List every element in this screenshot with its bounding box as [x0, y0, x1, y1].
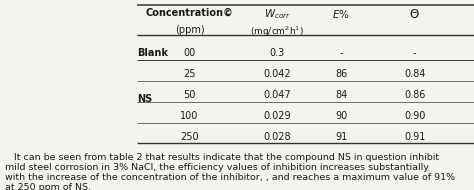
Text: Concentration©: Concentration©: [146, 8, 234, 18]
Text: 0.029: 0.029: [264, 111, 291, 121]
Text: 0.3: 0.3: [270, 48, 285, 59]
Text: 250: 250: [180, 132, 199, 142]
Text: 25: 25: [183, 69, 196, 79]
Text: $\mathit{W}_{corr}$: $\mathit{W}_{corr}$: [264, 8, 291, 21]
Text: NS: NS: [137, 94, 153, 104]
Text: 90: 90: [335, 111, 347, 121]
Text: 50: 50: [183, 90, 196, 100]
Text: 100: 100: [181, 111, 199, 121]
Text: 0.91: 0.91: [404, 132, 426, 142]
Text: 00: 00: [183, 48, 196, 59]
Text: 86: 86: [335, 69, 347, 79]
Text: 0.90: 0.90: [404, 111, 426, 121]
Text: 0.84: 0.84: [404, 69, 426, 79]
Text: 0.047: 0.047: [264, 90, 291, 100]
Text: -: -: [413, 48, 417, 59]
Text: 91: 91: [335, 132, 347, 142]
Text: 84: 84: [335, 90, 347, 100]
Text: mild steel corrosion in 3% NaCl, the efficiency values of inhibition increases s: mild steel corrosion in 3% NaCl, the eff…: [5, 163, 428, 172]
Text: at 250 ppm of NS.: at 250 ppm of NS.: [5, 183, 91, 190]
Text: with the increase of the concentration of the inhibitor, , and reaches a maximum: with the increase of the concentration o…: [5, 173, 455, 182]
Text: (ppm): (ppm): [175, 25, 204, 35]
Text: 0.86: 0.86: [404, 90, 426, 100]
Text: 0.028: 0.028: [264, 132, 291, 142]
Text: $\mathit{E}$%: $\mathit{E}$%: [332, 8, 350, 20]
Text: -: -: [339, 48, 343, 59]
Text: Blank: Blank: [137, 48, 168, 59]
Text: (mg/cm$^{2}$h$^{1}$): (mg/cm$^{2}$h$^{1}$): [250, 25, 304, 39]
Text: It can be seen from table 2 that results indicate that the compound NS in questi: It can be seen from table 2 that results…: [5, 153, 439, 162]
Text: 0.042: 0.042: [264, 69, 291, 79]
Text: $\mathit{\Theta}$: $\mathit{\Theta}$: [410, 8, 420, 21]
